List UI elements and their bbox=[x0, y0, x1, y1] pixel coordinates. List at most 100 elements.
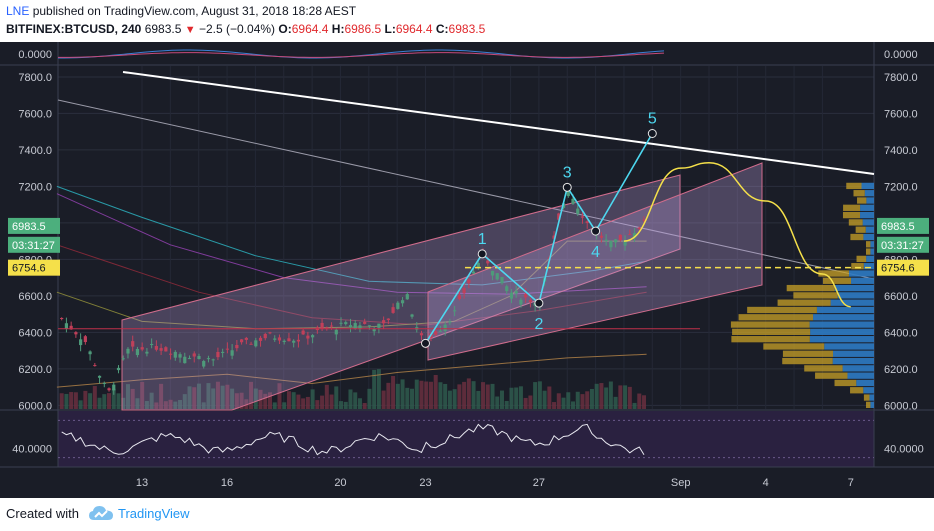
candle-body bbox=[329, 325, 334, 327]
volume-profile-buy bbox=[837, 292, 874, 299]
volume-bar bbox=[220, 385, 225, 409]
volume-bar bbox=[528, 395, 533, 409]
volume-bar bbox=[504, 400, 509, 409]
volume-bar bbox=[339, 401, 344, 409]
volume-profile-buy bbox=[842, 365, 874, 372]
left-price-tick-label: 7400.0 bbox=[18, 145, 52, 157]
candle-body bbox=[576, 208, 580, 214]
volume-bar bbox=[343, 401, 348, 409]
wave-point-marker[interactable] bbox=[477, 249, 487, 259]
volume-bar bbox=[83, 390, 88, 409]
osc-tick-label-left: 0.0000 bbox=[18, 49, 52, 61]
volume-profile-buy bbox=[809, 321, 874, 328]
candle-body bbox=[79, 339, 83, 346]
yellow-projection-curve[interactable] bbox=[623, 161, 851, 308]
grey-trendline[interactable] bbox=[57, 99, 875, 280]
candle-body bbox=[64, 323, 69, 329]
candle-body bbox=[571, 198, 575, 204]
volume-profile-sell bbox=[732, 328, 811, 336]
volume-bar bbox=[642, 395, 647, 409]
volume-profile-sell bbox=[782, 357, 833, 365]
tradingview-cloud-icon[interactable] bbox=[88, 504, 114, 522]
candle-body bbox=[211, 359, 215, 361]
volume-bar bbox=[589, 388, 594, 409]
elliott-wave-line[interactable] bbox=[424, 133, 653, 344]
volume-bar bbox=[381, 390, 386, 409]
volume-profile-sell bbox=[855, 226, 866, 233]
tradingview-brand[interactable]: TradingView bbox=[118, 506, 190, 521]
volume-profile-sell bbox=[851, 263, 864, 270]
oscillator-signal-line bbox=[58, 52, 665, 58]
candle-body bbox=[102, 383, 106, 385]
candle-body bbox=[60, 317, 64, 319]
candle-body bbox=[448, 321, 452, 323]
price-tag-text-left: 6754.6 bbox=[12, 263, 46, 275]
volume-bar bbox=[234, 393, 239, 409]
price-tag-text-left: 6983.5 bbox=[12, 221, 46, 233]
volume-bar bbox=[178, 399, 183, 409]
volume-bar bbox=[168, 399, 173, 409]
candle-body bbox=[88, 351, 92, 355]
wave-label-5: 5 bbox=[648, 111, 657, 128]
candle-body bbox=[131, 341, 135, 347]
volume-bar bbox=[163, 401, 168, 409]
volume-bar bbox=[353, 392, 358, 409]
volume-bar bbox=[433, 374, 438, 409]
wave-point-marker[interactable] bbox=[647, 129, 657, 139]
left-price-tick-label: 6200.0 bbox=[18, 364, 52, 376]
volume-bar bbox=[523, 397, 528, 409]
published-text: published on TradingView.com, August 31,… bbox=[32, 4, 357, 18]
volume-profile-buy bbox=[856, 379, 874, 387]
volume-bar bbox=[585, 391, 590, 409]
candle-body bbox=[173, 351, 177, 358]
candle-body bbox=[202, 361, 206, 367]
candle-body bbox=[121, 358, 125, 360]
volume-bar bbox=[244, 399, 249, 409]
candle-body bbox=[97, 375, 102, 378]
volume-profile-sell bbox=[777, 299, 831, 306]
resistance-trendline[interactable] bbox=[122, 71, 875, 175]
volume-bar bbox=[575, 391, 580, 409]
author-name[interactable]: LNE bbox=[6, 4, 30, 18]
candle-body bbox=[514, 291, 518, 294]
candle-body bbox=[320, 322, 324, 329]
volume-bar bbox=[414, 379, 419, 409]
time-tick-label: 20 bbox=[334, 477, 346, 489]
candle-body bbox=[471, 271, 476, 274]
time-tick-label: Sep bbox=[671, 477, 691, 489]
volume-profile-sell bbox=[848, 219, 863, 226]
candle-body bbox=[396, 302, 400, 309]
volume-bar bbox=[490, 383, 495, 409]
volume-bar bbox=[291, 392, 296, 409]
wave-point-marker[interactable] bbox=[591, 226, 601, 236]
volume-profile-buy bbox=[848, 270, 874, 277]
volume-bar bbox=[556, 393, 561, 409]
candle-body bbox=[386, 318, 390, 321]
volume-profile-sell bbox=[866, 401, 871, 408]
candle-body bbox=[178, 354, 182, 358]
volume-profile-buy bbox=[863, 233, 874, 241]
candle-body bbox=[83, 336, 87, 343]
wave-point-marker[interactable] bbox=[421, 338, 430, 348]
lower-trend-channel[interactable] bbox=[121, 174, 681, 411]
candle-body bbox=[183, 356, 187, 364]
candle-body bbox=[552, 235, 556, 239]
volume-bar bbox=[206, 383, 211, 409]
candle-body bbox=[69, 325, 73, 330]
candle-body bbox=[258, 337, 263, 341]
volume-bar bbox=[410, 388, 415, 409]
candle-body bbox=[509, 292, 514, 299]
upper-trend-channel[interactable] bbox=[427, 162, 763, 361]
volume-bar bbox=[144, 401, 149, 409]
right-price-tick-label: 7200.0 bbox=[884, 181, 918, 193]
volume-bar bbox=[149, 392, 154, 409]
right-price-tick-label: 7600.0 bbox=[884, 108, 918, 120]
candle-body bbox=[230, 350, 234, 356]
wave-point-marker[interactable] bbox=[534, 298, 544, 308]
wave-point-marker[interactable] bbox=[562, 182, 572, 192]
open-label: O: bbox=[278, 22, 292, 36]
volume-bar bbox=[315, 400, 320, 409]
volume-bar bbox=[386, 382, 391, 409]
